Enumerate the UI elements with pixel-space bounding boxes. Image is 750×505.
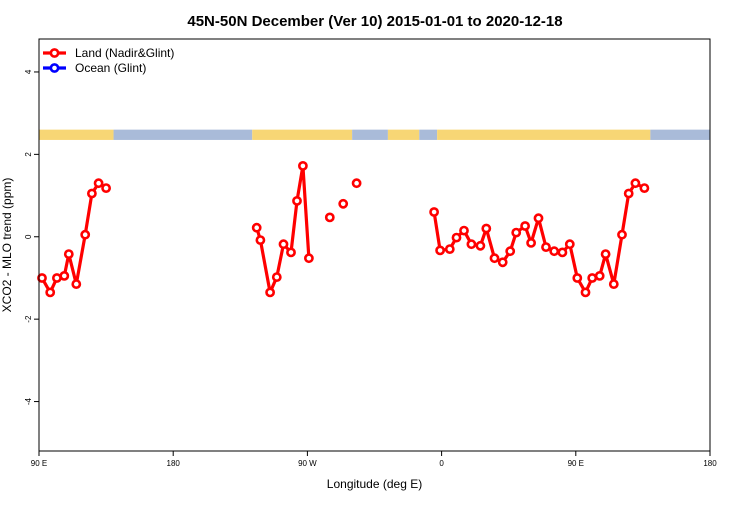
data-point: [255, 235, 266, 245]
x-tick-label: 90 E: [568, 459, 584, 468]
data-point: [489, 253, 500, 264]
y-axis: 4 2 0 -2 -4: [24, 69, 39, 405]
data-point: [580, 287, 591, 298]
legend-label: Land (Nadir&Glint): [75, 46, 174, 60]
data-point: [271, 272, 282, 282]
data-point: [278, 239, 289, 250]
data-point: [533, 213, 544, 224]
strip-segment-ocean: [419, 129, 438, 140]
data-point: [594, 270, 605, 281]
y-tick-label: 0: [24, 234, 33, 239]
strip-segment-ocean: [113, 129, 253, 140]
data-point: [45, 287, 56, 298]
data-point: [520, 221, 530, 231]
y-tick-label: 2: [24, 152, 33, 157]
data-point: [297, 160, 308, 171]
x-tick-label: 90 E: [31, 459, 47, 468]
data-point: [435, 245, 445, 256]
data-point: [608, 279, 619, 289]
data-point: [87, 188, 97, 199]
x-axis-label: Longitude (deg E): [327, 477, 422, 491]
y-axis-label: XCO2 - MLO trend (ppm): [0, 178, 14, 313]
x-tick-label: 180: [703, 459, 717, 468]
legend-label: Ocean (Glint): [75, 61, 146, 75]
data-point: [292, 195, 302, 206]
strip-segment-ocean: [352, 129, 388, 140]
data-point: [549, 246, 560, 257]
data-point: [497, 257, 508, 268]
data-point: [59, 270, 70, 281]
data-point: [251, 222, 262, 233]
data-point: [587, 273, 598, 283]
data-point: [639, 183, 650, 193]
data-point: [481, 223, 492, 234]
plot-frame: [38, 38, 711, 452]
data-point: [623, 188, 634, 199]
strip-segment-land: [39, 129, 114, 140]
x-axis: 90 E 180 90 W 0 90 E 180: [31, 451, 717, 468]
data-point: [511, 227, 522, 238]
data-point: [351, 178, 362, 189]
data-point: [572, 273, 583, 283]
strip-segment-ocean: [650, 129, 710, 140]
y-tick-label: -4: [24, 397, 33, 405]
series-line: [40, 181, 108, 294]
data-point: [475, 240, 486, 251]
data-point: [444, 244, 455, 254]
data-point: [600, 249, 611, 259]
data-point: [93, 178, 104, 189]
land-ocean-strip: [39, 129, 710, 140]
data-point: [429, 207, 439, 217]
data-point: [324, 212, 335, 223]
data-point: [617, 229, 627, 240]
data-point: [466, 239, 477, 250]
legend-marker: [49, 63, 60, 73]
data-point: [71, 279, 82, 289]
data-point: [557, 247, 568, 258]
data-point: [526, 237, 536, 248]
data-point: [37, 273, 47, 283]
data-point: [63, 249, 74, 259]
y-tick-label: 4: [24, 69, 33, 74]
x-tick-label: 90 W: [298, 459, 317, 468]
data-point: [564, 239, 575, 250]
chart-title: 45N-50N December (Ver 10) 2015-01-01 to …: [187, 13, 562, 30]
data-point: [541, 242, 551, 252]
data-point: [80, 229, 91, 240]
data-point: [630, 178, 641, 189]
data-point: [459, 225, 469, 236]
data-point: [303, 253, 314, 264]
data-point: [338, 198, 349, 209]
strip-segment-land: [252, 129, 353, 140]
x-tick-label: 180: [167, 459, 181, 468]
data-point: [265, 287, 275, 298]
data-point: [286, 247, 296, 258]
data-point: [505, 246, 516, 257]
strip-segment-land: [437, 129, 651, 140]
x-tick-label: 0: [439, 459, 444, 468]
series-layer: [37, 160, 650, 298]
strip-segment-land: [387, 129, 420, 140]
y-tick-label: -2: [24, 315, 33, 323]
legend-marker: [49, 48, 60, 58]
data-point: [101, 183, 111, 193]
data-point: [451, 232, 462, 243]
legend: Land (Nadir&Glint)Ocean (Glint): [43, 46, 174, 75]
